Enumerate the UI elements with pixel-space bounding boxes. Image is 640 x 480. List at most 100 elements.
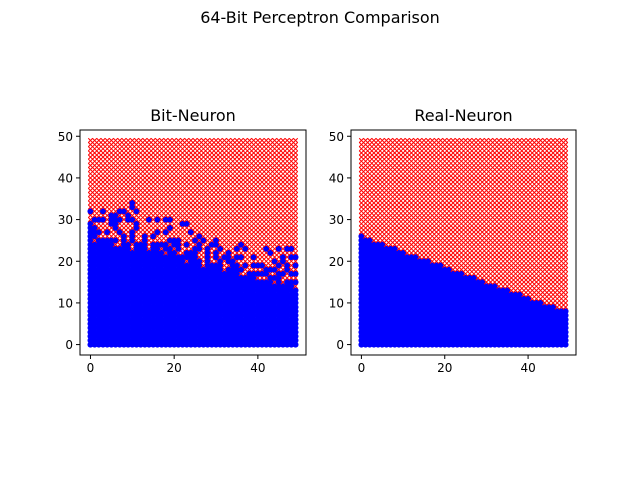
scatter-point-red — [521, 229, 527, 235]
scatter-point-red — [200, 158, 207, 164]
scatter-point-red — [379, 229, 385, 235]
scatter-point-red — [404, 204, 410, 210]
scatter-point-red — [467, 158, 473, 164]
scatter-point-red — [429, 229, 435, 235]
scatter-point-blue — [362, 316, 369, 323]
scatter-point-red — [163, 183, 169, 189]
scatter-point-red — [563, 208, 569, 214]
scatter-point-red — [371, 229, 377, 235]
scatter-point-blue — [233, 287, 240, 294]
scatter-point-blue — [150, 324, 157, 331]
scatter-point-blue — [192, 249, 199, 256]
scatter-point-blue — [208, 291, 215, 298]
scatter-point-red — [242, 225, 248, 231]
scatter-point-red — [508, 279, 514, 285]
scatter-point-red — [404, 137, 410, 143]
scatter-point-blue — [233, 308, 240, 315]
scatter-point-red — [113, 154, 119, 160]
scatter-point-blue — [238, 304, 245, 311]
scatter-point-blue — [412, 320, 419, 327]
scatter-point-blue — [512, 341, 519, 348]
scatter-point-red — [525, 192, 531, 198]
scatter-point-red — [421, 212, 427, 218]
scatter-point-red — [442, 262, 448, 268]
scatter-point-red — [104, 142, 110, 148]
scatter-point-red — [150, 208, 156, 214]
scatter-point-blue — [175, 341, 182, 348]
scatter-point-blue — [454, 333, 461, 340]
scatter-point-red — [383, 221, 389, 227]
scatter-point-red — [179, 242, 186, 248]
scatter-point-blue — [395, 320, 402, 327]
scatter-point-blue — [154, 337, 161, 344]
scatter-point-red — [358, 212, 364, 218]
scatter-point-red — [163, 233, 169, 239]
scatter-point-red — [563, 275, 569, 281]
scatter-point-red — [558, 212, 564, 218]
scatter-point-red — [546, 175, 552, 181]
scatter-point-red — [533, 225, 539, 231]
scatter-point-red — [388, 142, 394, 148]
scatter-point-blue — [284, 312, 291, 319]
scatter-point-red — [175, 187, 181, 193]
scatter-point-blue — [116, 329, 123, 336]
scatter-point-blue — [154, 262, 161, 269]
scatter-point-blue — [100, 320, 107, 327]
scatter-point-blue — [175, 308, 182, 315]
scatter-point-red — [513, 267, 519, 273]
scatter-point-blue — [125, 337, 132, 344]
scatter-point-blue — [87, 295, 94, 302]
scatter-point-red — [538, 212, 544, 218]
scatter-point-blue — [425, 266, 432, 273]
scatter-point-red — [288, 275, 294, 281]
scatter-point-red — [288, 146, 294, 152]
scatter-point-red — [496, 279, 502, 285]
scatter-point-red — [504, 271, 510, 277]
scatter-point-red — [488, 242, 494, 248]
scatter-point-red — [221, 233, 227, 239]
scatter-point-blue — [500, 341, 507, 348]
scatter-point-red — [375, 187, 381, 193]
scatter-point-blue — [366, 287, 373, 294]
scatter-point-blue — [150, 249, 157, 256]
scatter-point-red — [492, 150, 498, 156]
scatter-point-red — [251, 221, 257, 227]
scatter-point-red — [463, 233, 469, 239]
scatter-point-blue — [179, 341, 186, 348]
scatter-point-blue — [387, 329, 394, 336]
scatter-point-red — [533, 212, 539, 218]
scatter-point-red — [213, 154, 219, 160]
scatter-point-red — [550, 254, 556, 260]
scatter-point-red — [238, 167, 244, 173]
scatter-point-blue — [108, 262, 115, 269]
scatter-point-red — [388, 192, 394, 198]
scatter-point-blue — [437, 329, 444, 336]
scatter-point-red — [550, 167, 556, 173]
scatter-point-blue — [204, 329, 211, 336]
scatter-point-red — [284, 242, 290, 248]
scatter-point-red — [471, 271, 477, 277]
scatter-point-red — [433, 187, 439, 193]
scatter-point-red — [525, 292, 531, 298]
scatter-point-red — [438, 233, 444, 239]
scatter-point-red — [104, 137, 110, 143]
scatter-point-blue — [91, 308, 98, 315]
scatter-point-red — [87, 212, 94, 218]
scatter-point-blue — [137, 316, 144, 323]
scatter-point-blue — [158, 312, 165, 319]
scatter-point-red — [108, 225, 114, 231]
scatter-point-blue — [541, 304, 548, 311]
scatter-point-red — [521, 217, 527, 223]
scatter-point-red — [217, 229, 223, 235]
scatter-point-red — [538, 179, 544, 185]
scatter-point-red — [425, 175, 431, 181]
scatter-point-blue — [408, 279, 415, 286]
scatter-point-blue — [558, 320, 565, 327]
scatter-point-blue — [259, 329, 266, 336]
scatter-point-red — [242, 183, 248, 189]
scatter-point-red — [87, 167, 94, 173]
scatter-point-blue — [400, 258, 407, 265]
scatter-point-blue — [475, 312, 482, 319]
scatter-point-blue — [187, 308, 194, 315]
scatter-point-red — [542, 167, 548, 173]
